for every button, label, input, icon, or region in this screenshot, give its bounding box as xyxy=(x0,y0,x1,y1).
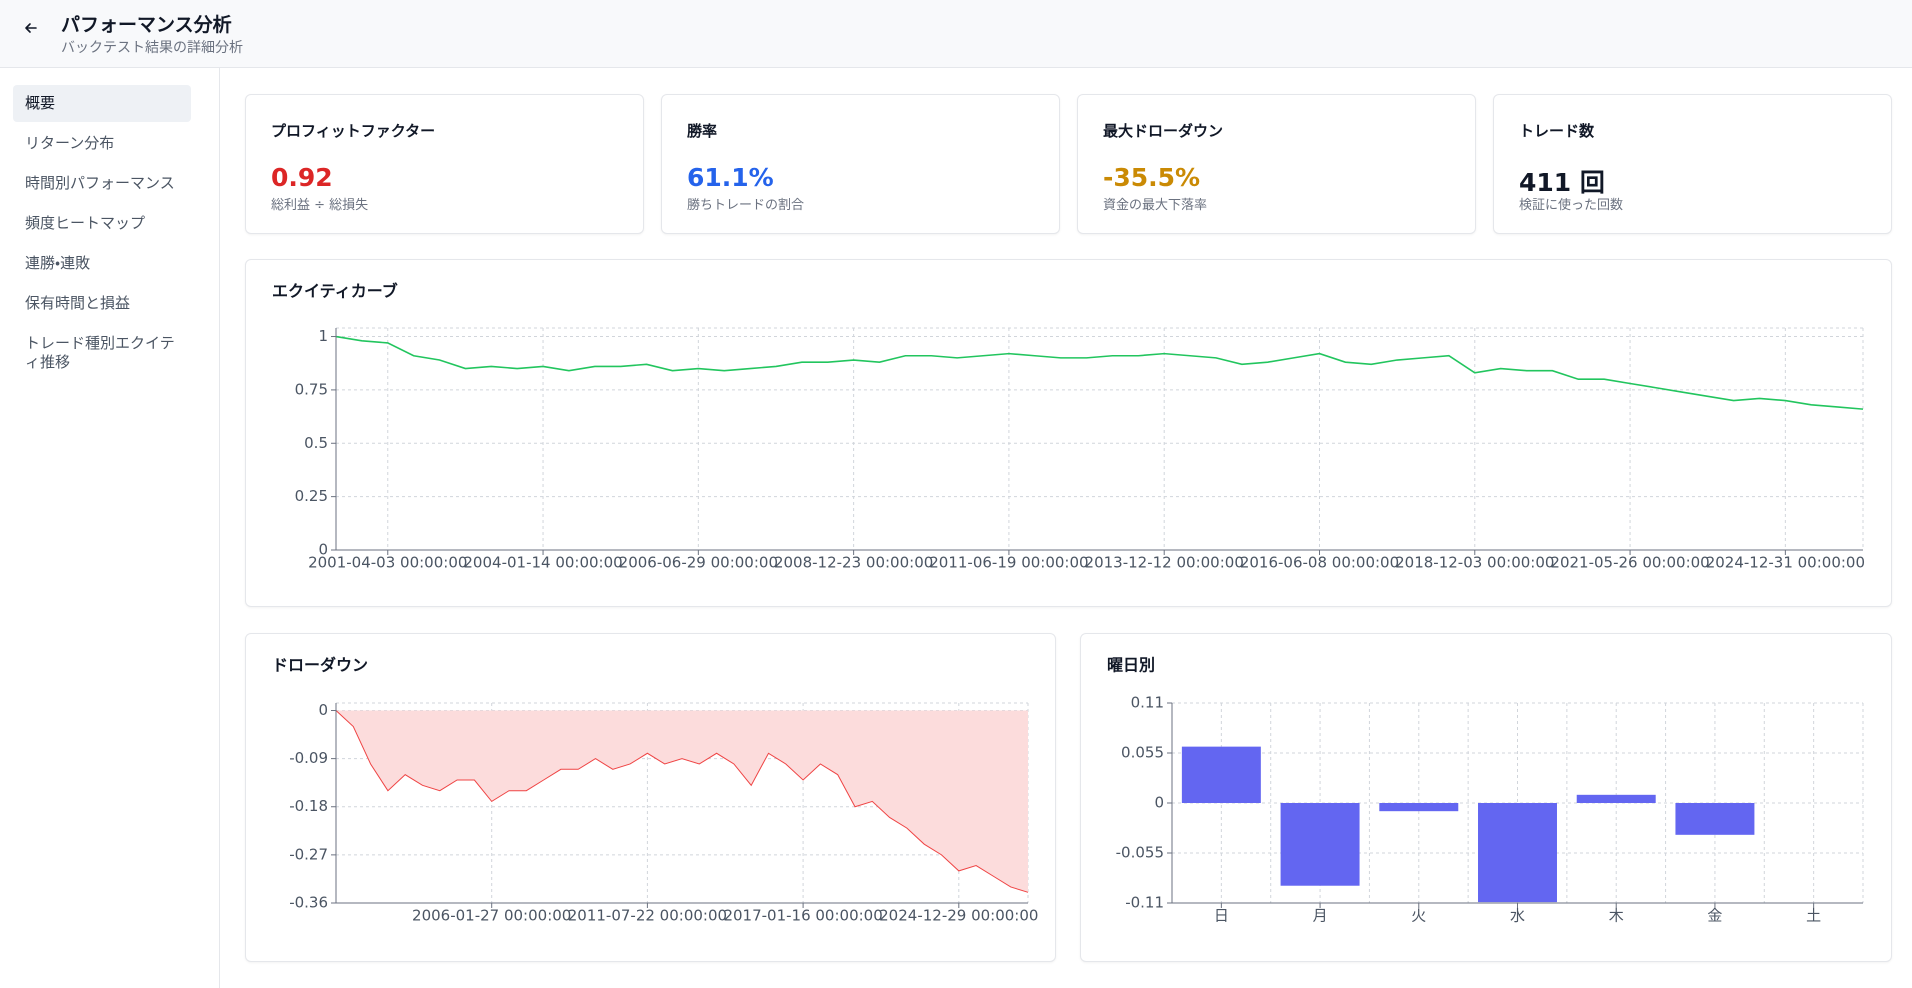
nav-item[interactable]: 時間別パフォーマンス xyxy=(25,174,175,192)
x-tick-label: 2016-06-08 00:00:00 xyxy=(1240,554,1399,572)
bar xyxy=(1478,803,1557,903)
x-tick-label: 2008-12-23 00:00:00 xyxy=(774,554,933,572)
x-tick-label: 2018-12-03 00:00:00 xyxy=(1395,554,1554,572)
chart-card: エクイティカーブ 0 0.25 0.5 0.75 1 2001-04-03 00:00:00… xyxy=(245,259,1892,607)
chart-card: ドローダウン 0 -0.09 -0.18 -0.27 -0.36 2006-01-27 00… xyxy=(245,633,1056,962)
page-title: パフォーマンス分析 xyxy=(61,14,232,36)
nav-item[interactable]: 概要 xyxy=(13,85,191,122)
y-tick-label: 0 xyxy=(318,541,328,559)
kpi-value: 0.92 xyxy=(271,163,333,192)
y-tick-label: -0.18 xyxy=(289,797,328,815)
header: パフォーマンス分析 バックテスト結果の詳細分析 xyxy=(0,0,1912,68)
x-tick-label: 2024-12-29 00:00:00 xyxy=(879,907,1038,925)
y-tick-label: 0 xyxy=(318,701,328,719)
x-tick-label: 土 xyxy=(1806,907,1821,925)
x-tick-label: 月 xyxy=(1313,907,1328,925)
kpi-title: プロフィットファクター xyxy=(271,122,436,140)
y-tick-label: -0.27 xyxy=(289,845,328,863)
x-tick-label: 火 xyxy=(1411,907,1426,925)
y-tick-label: -0.36 xyxy=(289,894,328,912)
y-tick-label: 0.25 xyxy=(295,487,328,505)
nav-item[interactable]: 連勝・連敗 xyxy=(25,254,91,272)
chart: 曜日別 0.11 0.055 0 -0.055 -0.11 日 月 火 水 木 金 土 xyxy=(1107,656,1864,925)
x-tick-label: 2017-01-16 00:00:00 xyxy=(723,907,882,925)
y-tick-label: -0.055 xyxy=(1116,844,1164,862)
kpi-value: 61.1% xyxy=(687,163,774,192)
page-subtitle: バックテスト結果の詳細分析 xyxy=(61,40,243,56)
x-tick-label: 2006-01-27 00:00:00 xyxy=(412,907,571,925)
nav-item[interactable]: トレード種別エクイティ推移 xyxy=(25,334,175,371)
chart-title: エクイティカーブ xyxy=(272,282,398,301)
y-tick-label: -0.09 xyxy=(289,749,328,767)
y-tick-label: -0.11 xyxy=(1125,894,1164,912)
x-tick-label: 日 xyxy=(1214,907,1229,925)
y-tick-label: 0.5 xyxy=(304,434,328,452)
back-button[interactable] xyxy=(21,18,41,38)
kpi-title: 最大ドローダウン xyxy=(1103,122,1224,140)
kpi-value: 411 回 xyxy=(1519,168,1605,197)
nav-item[interactable]: リターン分布 xyxy=(25,134,115,152)
bar xyxy=(1280,803,1360,886)
kpi-subtitle: 資金の最大下落率 xyxy=(1103,198,1208,213)
kpi-card: トレード数 411 回検証に使った回数 xyxy=(1493,94,1892,234)
kpi-subtitle: 検証に使った回数 xyxy=(1519,198,1624,213)
drawdown-area xyxy=(336,710,1028,893)
y-tick-label: 1 xyxy=(318,327,328,345)
x-tick-label: 2001-04-03 00:00:00 xyxy=(308,554,467,572)
x-tick-label: 2011-07-22 00:00:00 xyxy=(568,907,727,925)
y-tick-label: 0.75 xyxy=(295,380,328,398)
x-tick-label: 2021-05-26 00:00:00 xyxy=(1550,554,1709,572)
kpi-card: プロフィットファクター 0.92 総利益 ÷ 総損失 xyxy=(245,94,644,234)
x-tick-label: 2004-01-14 00:00:00 xyxy=(463,554,622,572)
x-tick-label: 木 xyxy=(1609,907,1624,925)
y-tick-label: 0.11 xyxy=(1131,694,1164,712)
chart: ドローダウン 0 -0.09 -0.18 -0.27 -0.36 2006-01-27 00… xyxy=(272,656,1038,925)
kpi-subtitle: 総利益 ÷ 総損失 xyxy=(271,198,369,213)
bar xyxy=(1181,746,1261,803)
kpi-card: 最大ドローダウン -35.5% 資金の最大下落率 xyxy=(1077,94,1476,234)
bar xyxy=(1379,803,1459,812)
y-tick-label: 0.055 xyxy=(1121,744,1164,762)
kpi-title: トレード数 xyxy=(1519,122,1595,140)
kpi-card: 勝率 61.1% 勝ちトレードの割合 xyxy=(661,94,1060,234)
chart-title: 曜日別 xyxy=(1107,656,1155,675)
y-tick-label: 0 xyxy=(1154,794,1164,812)
nav-item[interactable]: 保有時間と損益 xyxy=(25,294,131,312)
bar xyxy=(1576,794,1656,803)
x-tick-label: 金 xyxy=(1707,907,1722,925)
drawdown-line xyxy=(335,710,1029,893)
kpi-value: -35.5% xyxy=(1103,163,1201,192)
x-tick-label: 2013-12-12 00:00:00 xyxy=(1085,554,1244,572)
bar xyxy=(1675,803,1755,835)
kpi-title: 勝率 xyxy=(687,122,718,140)
x-tick-label: 水 xyxy=(1510,907,1525,925)
chart: エクイティカーブ 0 0.25 0.5 0.75 1 2001-04-03 00:00:00… xyxy=(272,282,1865,572)
chart-title: ドローダウン xyxy=(272,656,368,675)
x-tick-label: 2006-06-29 00:00:00 xyxy=(619,554,778,572)
equity-line xyxy=(335,335,1864,410)
x-tick-label: 2024-12-31 00:00:00 xyxy=(1706,554,1865,572)
chart-card: 曜日別 0.11 0.055 0 -0.055 -0.11 日 月 火 水 木 金 土 xyxy=(1080,633,1892,962)
x-tick-label: 2011-06-19 00:00:00 xyxy=(929,554,1088,572)
kpi-subtitle: 勝ちトレードの割合 xyxy=(687,198,805,213)
nav-item[interactable]: 頻度ヒートマップ xyxy=(25,214,146,232)
sidebar: 概要リターン分布時間別パフォーマンス 頻度ヒートマップ 連勝・連敗保有時間と損益トレ… xyxy=(0,68,220,988)
